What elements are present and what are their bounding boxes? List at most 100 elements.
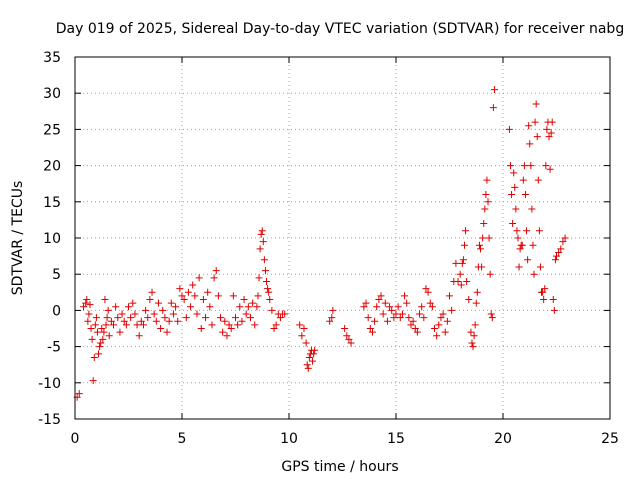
data-point [303, 361, 311, 369]
data-point [210, 274, 218, 282]
data-point [428, 303, 436, 311]
data-point [418, 303, 426, 311]
data-point [167, 299, 175, 307]
data-point [477, 245, 485, 253]
data-point [368, 328, 376, 336]
data-point [249, 299, 257, 307]
data-point [462, 227, 470, 235]
data-point [120, 317, 128, 325]
data-point [272, 321, 280, 329]
data-point [92, 314, 100, 322]
y-tick-label: -15 [38, 412, 61, 428]
data-point [105, 332, 113, 340]
data-point [270, 325, 278, 332]
data-point [129, 299, 137, 307]
data-point [244, 303, 252, 311]
data-point [551, 256, 559, 264]
data-point [148, 288, 156, 296]
data-point [373, 303, 381, 311]
data-point [91, 321, 99, 329]
data-point [540, 296, 548, 304]
data-point [548, 118, 556, 126]
data-point [255, 274, 263, 282]
data-point [212, 267, 220, 275]
data-point [539, 288, 547, 296]
data-point [258, 227, 266, 235]
data-point [364, 314, 372, 322]
data-point [225, 321, 233, 329]
data-point [505, 125, 513, 133]
data-point [390, 314, 398, 322]
data-point [559, 238, 567, 246]
data-point [305, 353, 313, 361]
data-point [521, 191, 529, 199]
data-point [75, 390, 83, 398]
data-point [413, 328, 421, 336]
data-point [99, 335, 107, 343]
data-point [189, 281, 197, 289]
data-point [206, 303, 214, 311]
data-point [347, 339, 355, 347]
data-point [549, 296, 557, 304]
data-point [527, 162, 535, 170]
data-point [433, 332, 441, 340]
data-point [142, 306, 150, 314]
data-point [242, 310, 250, 318]
x-axis-label: GPS time / hours [281, 459, 398, 475]
data-point [232, 314, 239, 322]
data-point [131, 310, 139, 318]
data-point [87, 325, 95, 332]
data-point [439, 310, 447, 318]
data-point [420, 314, 428, 322]
data-point [532, 100, 540, 108]
data-point [547, 129, 555, 137]
data-point [259, 238, 267, 246]
data-point [446, 292, 453, 300]
data-point [535, 227, 543, 235]
data-point [296, 321, 304, 329]
chart-title: Day 019 of 2025, Sidereal Day-to-day VTE… [56, 21, 624, 37]
data-point [104, 306, 112, 314]
data-point [469, 343, 477, 351]
data-point [416, 310, 424, 318]
data-point [546, 165, 554, 173]
data-point [379, 310, 387, 318]
data-point [146, 296, 154, 304]
data-point [401, 292, 409, 300]
data-point [84, 317, 92, 325]
x-tick-label: 10 [280, 431, 298, 447]
y-tick-label: 30 [43, 86, 61, 102]
data-point [116, 328, 124, 336]
data-point [256, 245, 264, 253]
data-point [468, 339, 476, 347]
data-point [561, 234, 569, 242]
data-point [298, 332, 306, 340]
data-points [73, 86, 569, 401]
data-point [150, 310, 158, 318]
data-point [341, 325, 349, 332]
data-point [135, 332, 143, 340]
data-point [214, 292, 222, 300]
data-point [300, 325, 308, 332]
data-point [518, 241, 526, 249]
x-tick-label: 20 [494, 431, 512, 447]
data-point [122, 321, 130, 329]
data-point [398, 310, 406, 318]
data-point [542, 162, 550, 170]
data-point [152, 317, 160, 325]
data-point [329, 306, 337, 314]
data-point [377, 292, 385, 300]
data-point [161, 314, 169, 322]
data-point [139, 321, 147, 329]
data-point [204, 288, 212, 296]
data-point [478, 263, 486, 271]
data-point [555, 248, 563, 256]
data-point [95, 350, 103, 358]
data-point [472, 299, 480, 307]
data-point [484, 198, 492, 206]
data-point [197, 325, 205, 332]
data-point [531, 118, 539, 126]
data-point [394, 303, 402, 311]
data-point [486, 270, 494, 278]
y-tick-label: 25 [43, 122, 61, 138]
